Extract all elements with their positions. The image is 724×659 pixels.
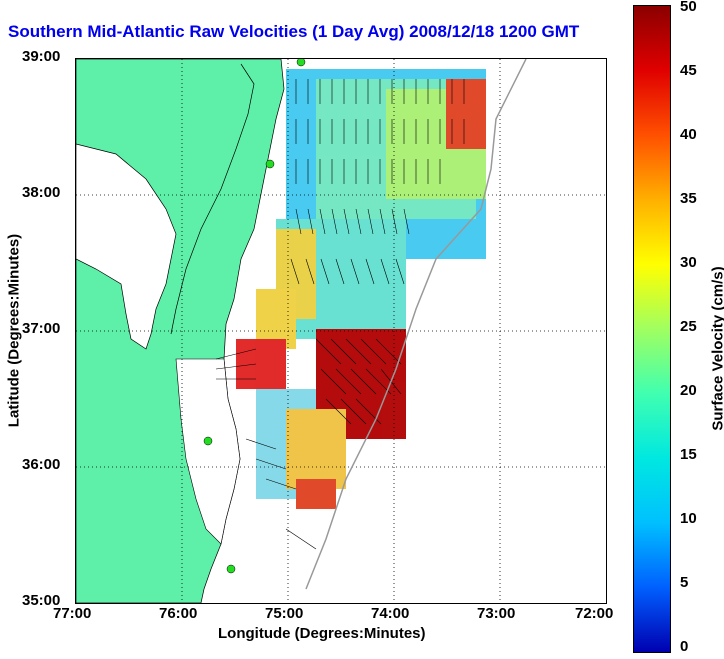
radar-stations <box>203 59 306 574</box>
map-canvas <box>76 59 606 603</box>
shelf-contour <box>305 59 527 590</box>
colorbar-tick: 15 <box>680 446 697 463</box>
x-tick: 74:00 <box>371 605 410 622</box>
colorbar-tick: 45 <box>680 62 697 79</box>
colorbar-tick: 30 <box>680 254 697 271</box>
colorbar-label: Surface Velocity (cm/s) <box>709 266 724 431</box>
x-tick: 76:00 <box>159 605 198 622</box>
colorbar-tick: 0 <box>680 638 689 655</box>
colorbar-tick: 25 <box>680 318 697 335</box>
y-tick: 39:00 <box>22 48 61 65</box>
x-tick: 72:00 <box>575 605 614 622</box>
x-tick: 77:00 <box>53 605 92 622</box>
y-tick: 36:00 <box>22 456 61 473</box>
colorbar-tick: 50 <box>680 0 697 15</box>
lat-lon-grid <box>76 59 606 603</box>
x-tick: 73:00 <box>477 605 516 622</box>
colorbar-tick: 40 <box>680 126 697 143</box>
x-axis-label: Longitude (Degrees:Minutes) <box>218 625 426 642</box>
map-title: Southern Mid-Atlantic Raw Velocities (1 … <box>8 22 580 41</box>
velocity-arrows <box>215 79 465 550</box>
colorbar <box>633 5 671 653</box>
colorbar-tick: 20 <box>680 382 697 399</box>
y-tick: 38:00 <box>22 184 61 201</box>
y-axis-label: Latitude (Degrees:Minutes) <box>5 233 23 428</box>
velocity-map <box>75 58 607 604</box>
colorbar-tick: 5 <box>680 574 689 591</box>
y-tick: 37:00 <box>22 320 61 337</box>
colorbar-tick: 10 <box>680 510 697 527</box>
velocity-field <box>236 69 486 509</box>
delmarva-coast <box>170 63 255 335</box>
y-tick: 35:00 <box>22 592 61 609</box>
colorbar-tick: 35 <box>680 190 697 207</box>
x-tick: 75:00 <box>265 605 304 622</box>
